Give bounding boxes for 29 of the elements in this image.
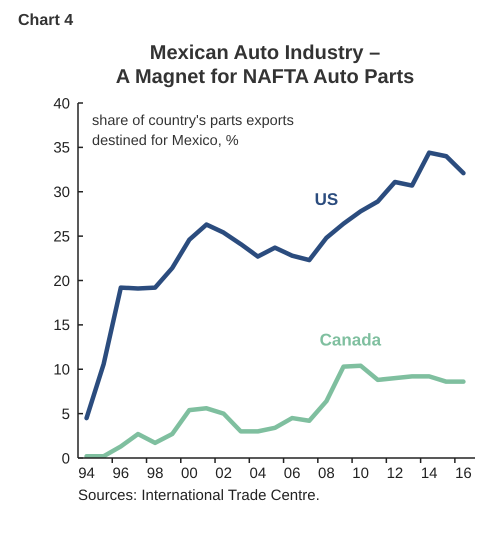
x-tick-label: 10: [352, 465, 369, 482]
y-tick-label: 40: [53, 95, 70, 112]
x-tick-label: 06: [284, 465, 300, 482]
x-tick-label: 14: [420, 465, 438, 482]
x-tick-label: 12: [386, 465, 404, 482]
x-tick-label: 94: [78, 465, 95, 482]
y-tick-label: 30: [53, 184, 70, 201]
x-tick-label: 08: [318, 465, 335, 482]
series-label: US: [314, 190, 338, 210]
y-tick-label: 20: [53, 272, 70, 290]
x-tick-label: 02: [215, 465, 232, 482]
line-series: [84, 150, 466, 420]
y-tick-label: 35: [53, 140, 70, 157]
y-tick-label: 5: [62, 406, 70, 423]
chart-subtitle: Chart 4: [18, 12, 74, 29]
x-tick-label: 98: [146, 465, 164, 482]
chart-title: Mexican Auto Industry – A Magnet for NAFTA Auto Parts: [116, 42, 414, 88]
x-tick-label: 00: [181, 465, 198, 482]
annotation: share of country's parts exports destined for Mexico, %: [92, 113, 294, 149]
source-note: Sources: International Trade Centre.: [78, 487, 320, 504]
y-tick-label: 10: [53, 362, 70, 378]
x-tick-label: 96: [112, 465, 130, 482]
x-tick-label: 16: [455, 465, 472, 482]
x-tick-label: 04: [250, 465, 266, 482]
line-series: [84, 363, 466, 458]
y-tick-label: 0: [62, 450, 70, 468]
series-label: Canada: [320, 330, 382, 350]
y-tick-label: 15: [53, 317, 70, 334]
y-tick-label: 25: [53, 228, 70, 246]
